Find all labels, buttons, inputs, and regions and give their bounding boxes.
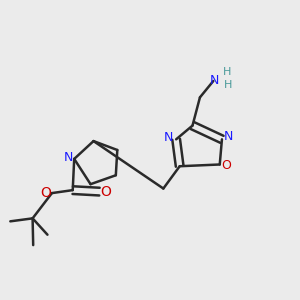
Text: O: O — [40, 186, 51, 200]
Text: N: N — [64, 151, 74, 164]
Text: H: H — [223, 67, 231, 77]
Text: N: N — [164, 131, 173, 144]
Text: N: N — [224, 130, 233, 143]
Text: O: O — [100, 184, 111, 199]
Text: H: H — [224, 80, 232, 91]
Text: O: O — [221, 160, 231, 172]
Text: N: N — [210, 74, 220, 87]
